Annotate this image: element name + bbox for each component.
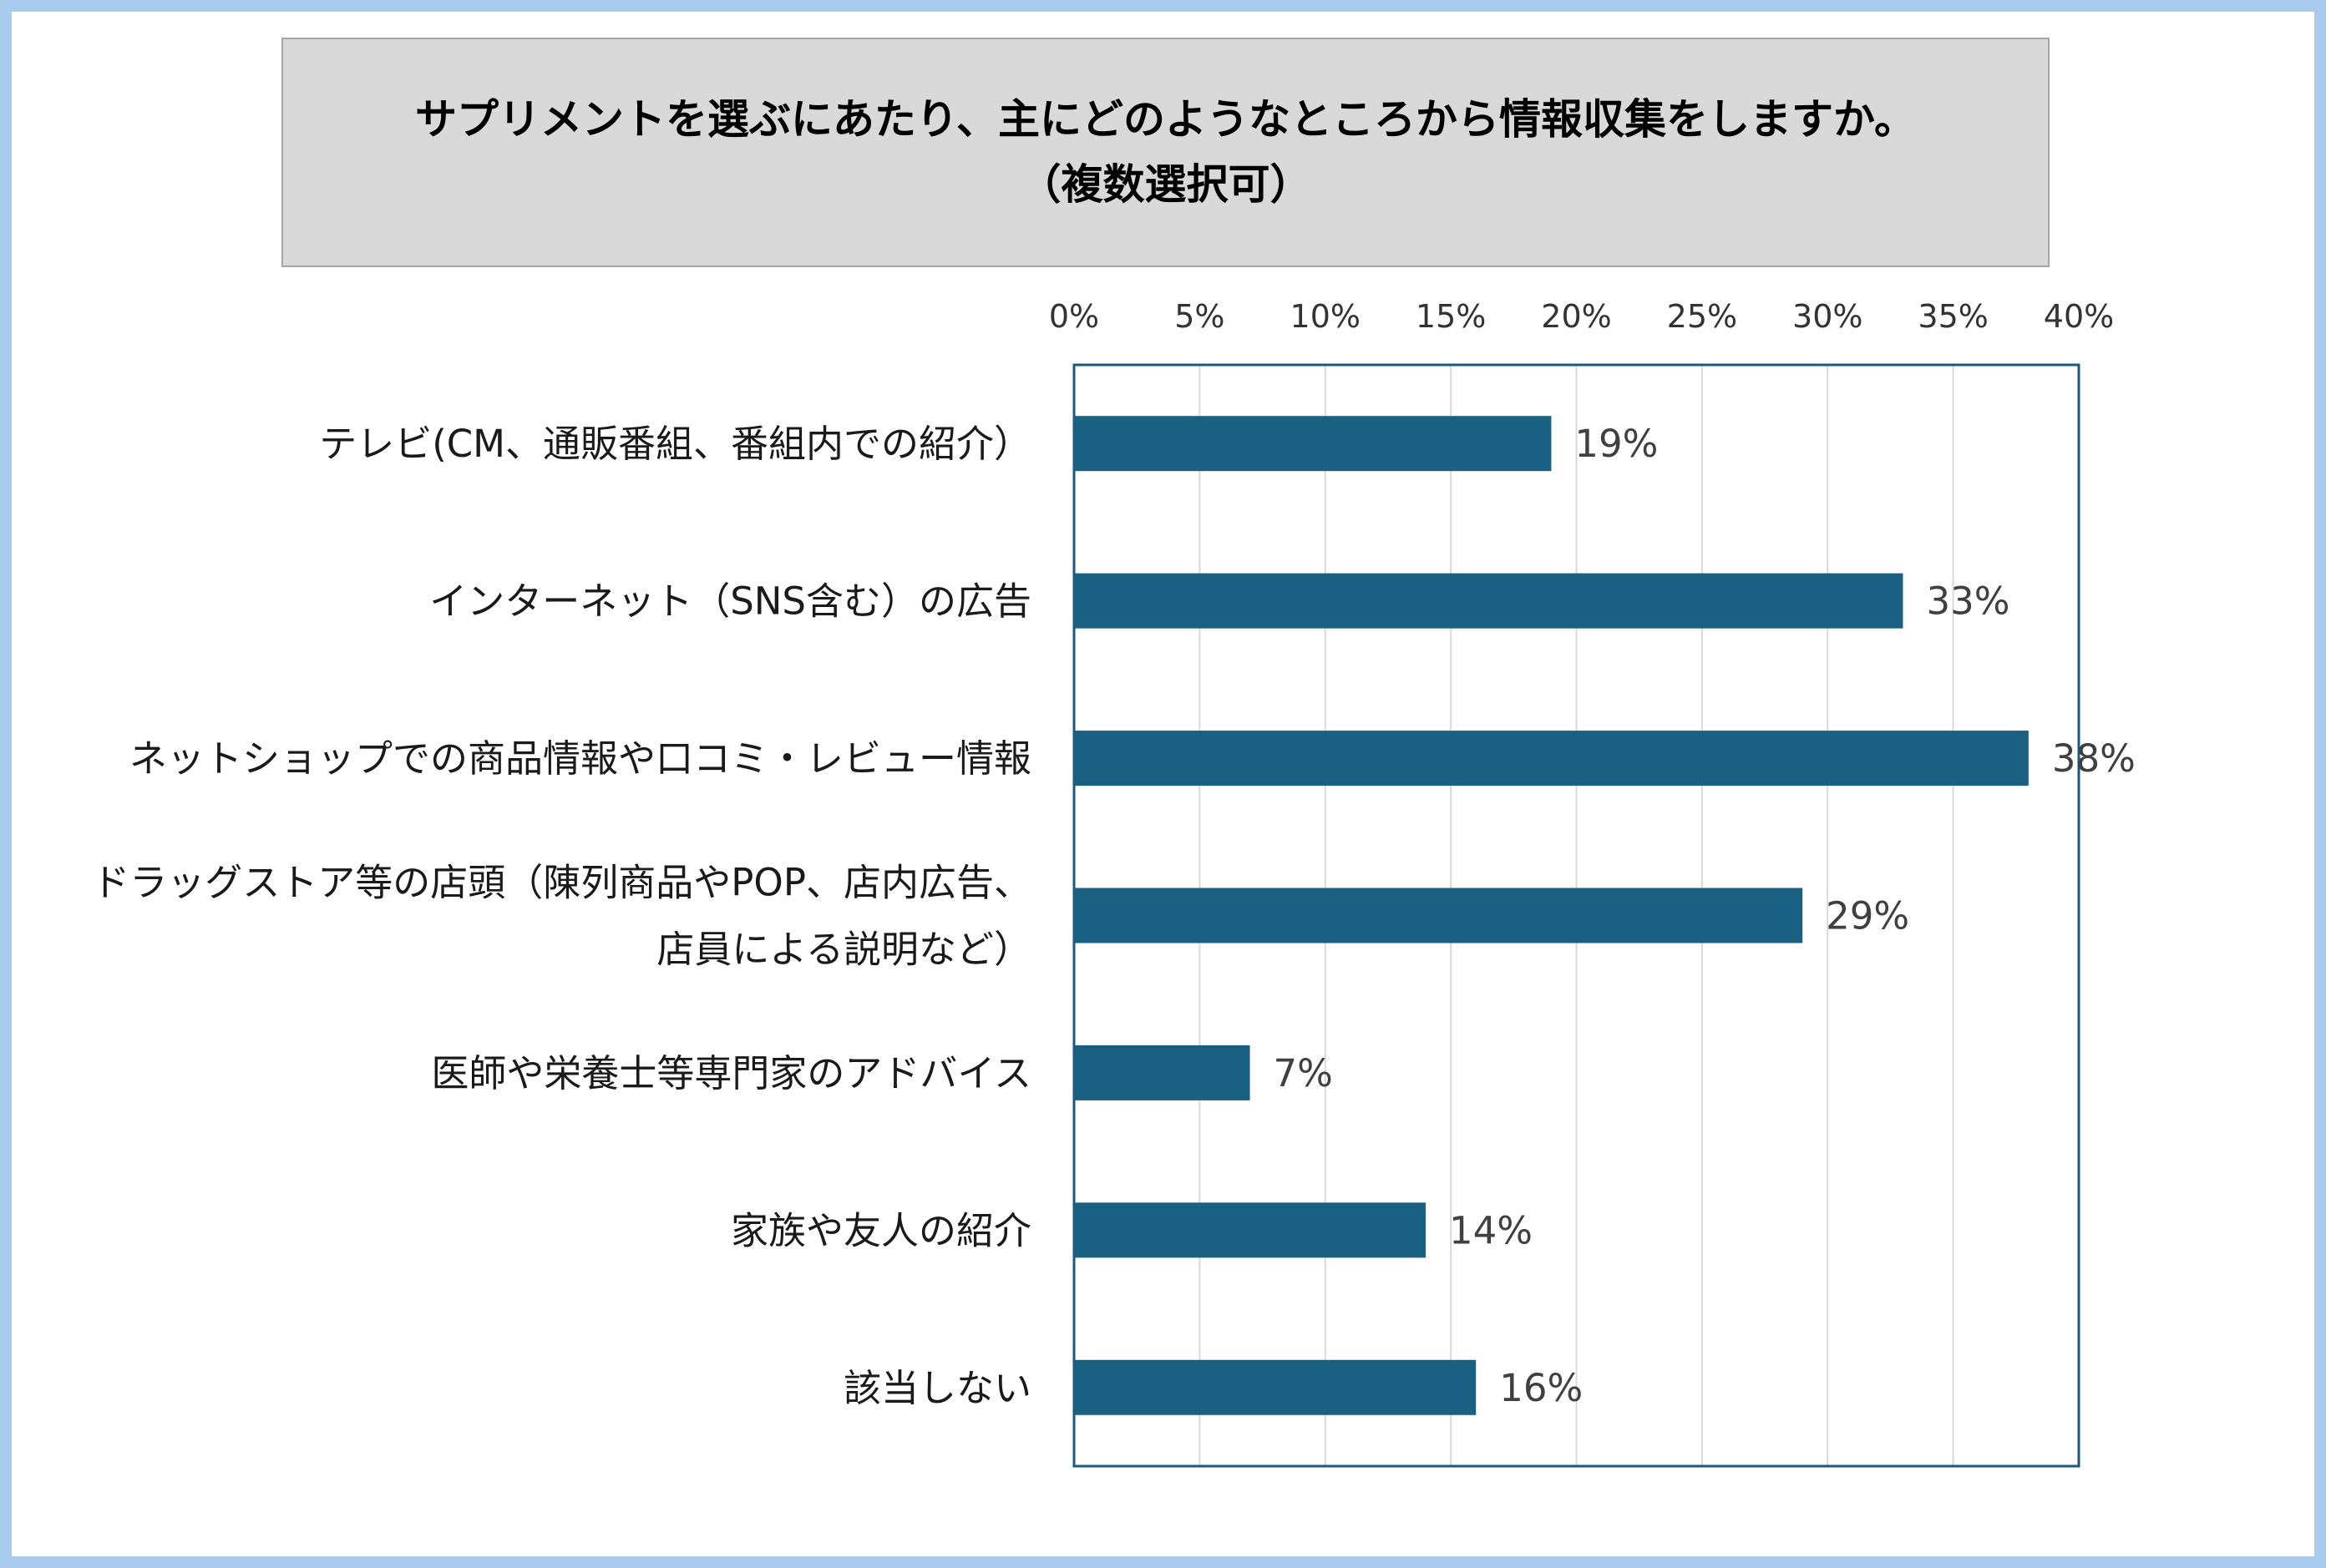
bar: [1074, 1044, 1250, 1100]
x-tick-label: 30%: [1792, 298, 1862, 335]
x-tick-label: 5%: [1174, 298, 1224, 335]
category-label: 店員による説明など）: [656, 928, 1031, 972]
category-label: ネットショップでの商品情報や口コミ・レビュー情報: [129, 736, 1031, 781]
x-tick-label: 25%: [1667, 298, 1737, 335]
x-tick-label: 35%: [1918, 298, 1988, 335]
chart-title: サプリメントを選ぶにあたり、主にどのようなところから情報収集をしますか。: [415, 95, 1916, 144]
x-tick-label: 0%: [1049, 298, 1099, 335]
data-label: 33%: [1926, 579, 2009, 624]
data-label: 7%: [1274, 1051, 1333, 1095]
category-label: ドラッグストア等の店頭（陳列商品やPOP、店内広告、: [92, 861, 1031, 905]
chart-subtitle: （複数選択可）: [1019, 159, 1312, 209]
bar: [1074, 573, 1903, 629]
x-tick-label: 10%: [1290, 298, 1361, 335]
bar: [1074, 1202, 1427, 1258]
x-tick-label: 40%: [2044, 298, 2114, 335]
category-label: 家族や友人の紹介: [731, 1208, 1031, 1252]
bar: [1074, 1359, 1477, 1415]
data-label: 38%: [2052, 736, 2136, 781]
data-label: 14%: [1449, 1208, 1533, 1252]
bar: [1074, 888, 1803, 943]
category-label: 該当しない: [844, 1366, 1031, 1410]
data-label: 29%: [1826, 894, 1909, 938]
chart-title-box: サプリメントを選ぶにあたり、主にどのようなところから情報収集をしますか。 （複数…: [281, 38, 2050, 267]
bar: [1074, 731, 2029, 787]
bar: [1074, 416, 1552, 472]
category-label: 医師や栄養士等専門家のアドバイス: [431, 1051, 1031, 1095]
data-label: 16%: [1499, 1366, 1583, 1410]
x-tick-label: 15%: [1416, 298, 1486, 335]
category-label: インターネット（SNS含む）の広告: [429, 579, 1031, 624]
x-tick-label: 20%: [1541, 298, 1611, 335]
data-label: 19%: [1574, 422, 1658, 466]
category-label: テレビ(CM、通販番組、番組内での紹介）: [319, 422, 1031, 466]
